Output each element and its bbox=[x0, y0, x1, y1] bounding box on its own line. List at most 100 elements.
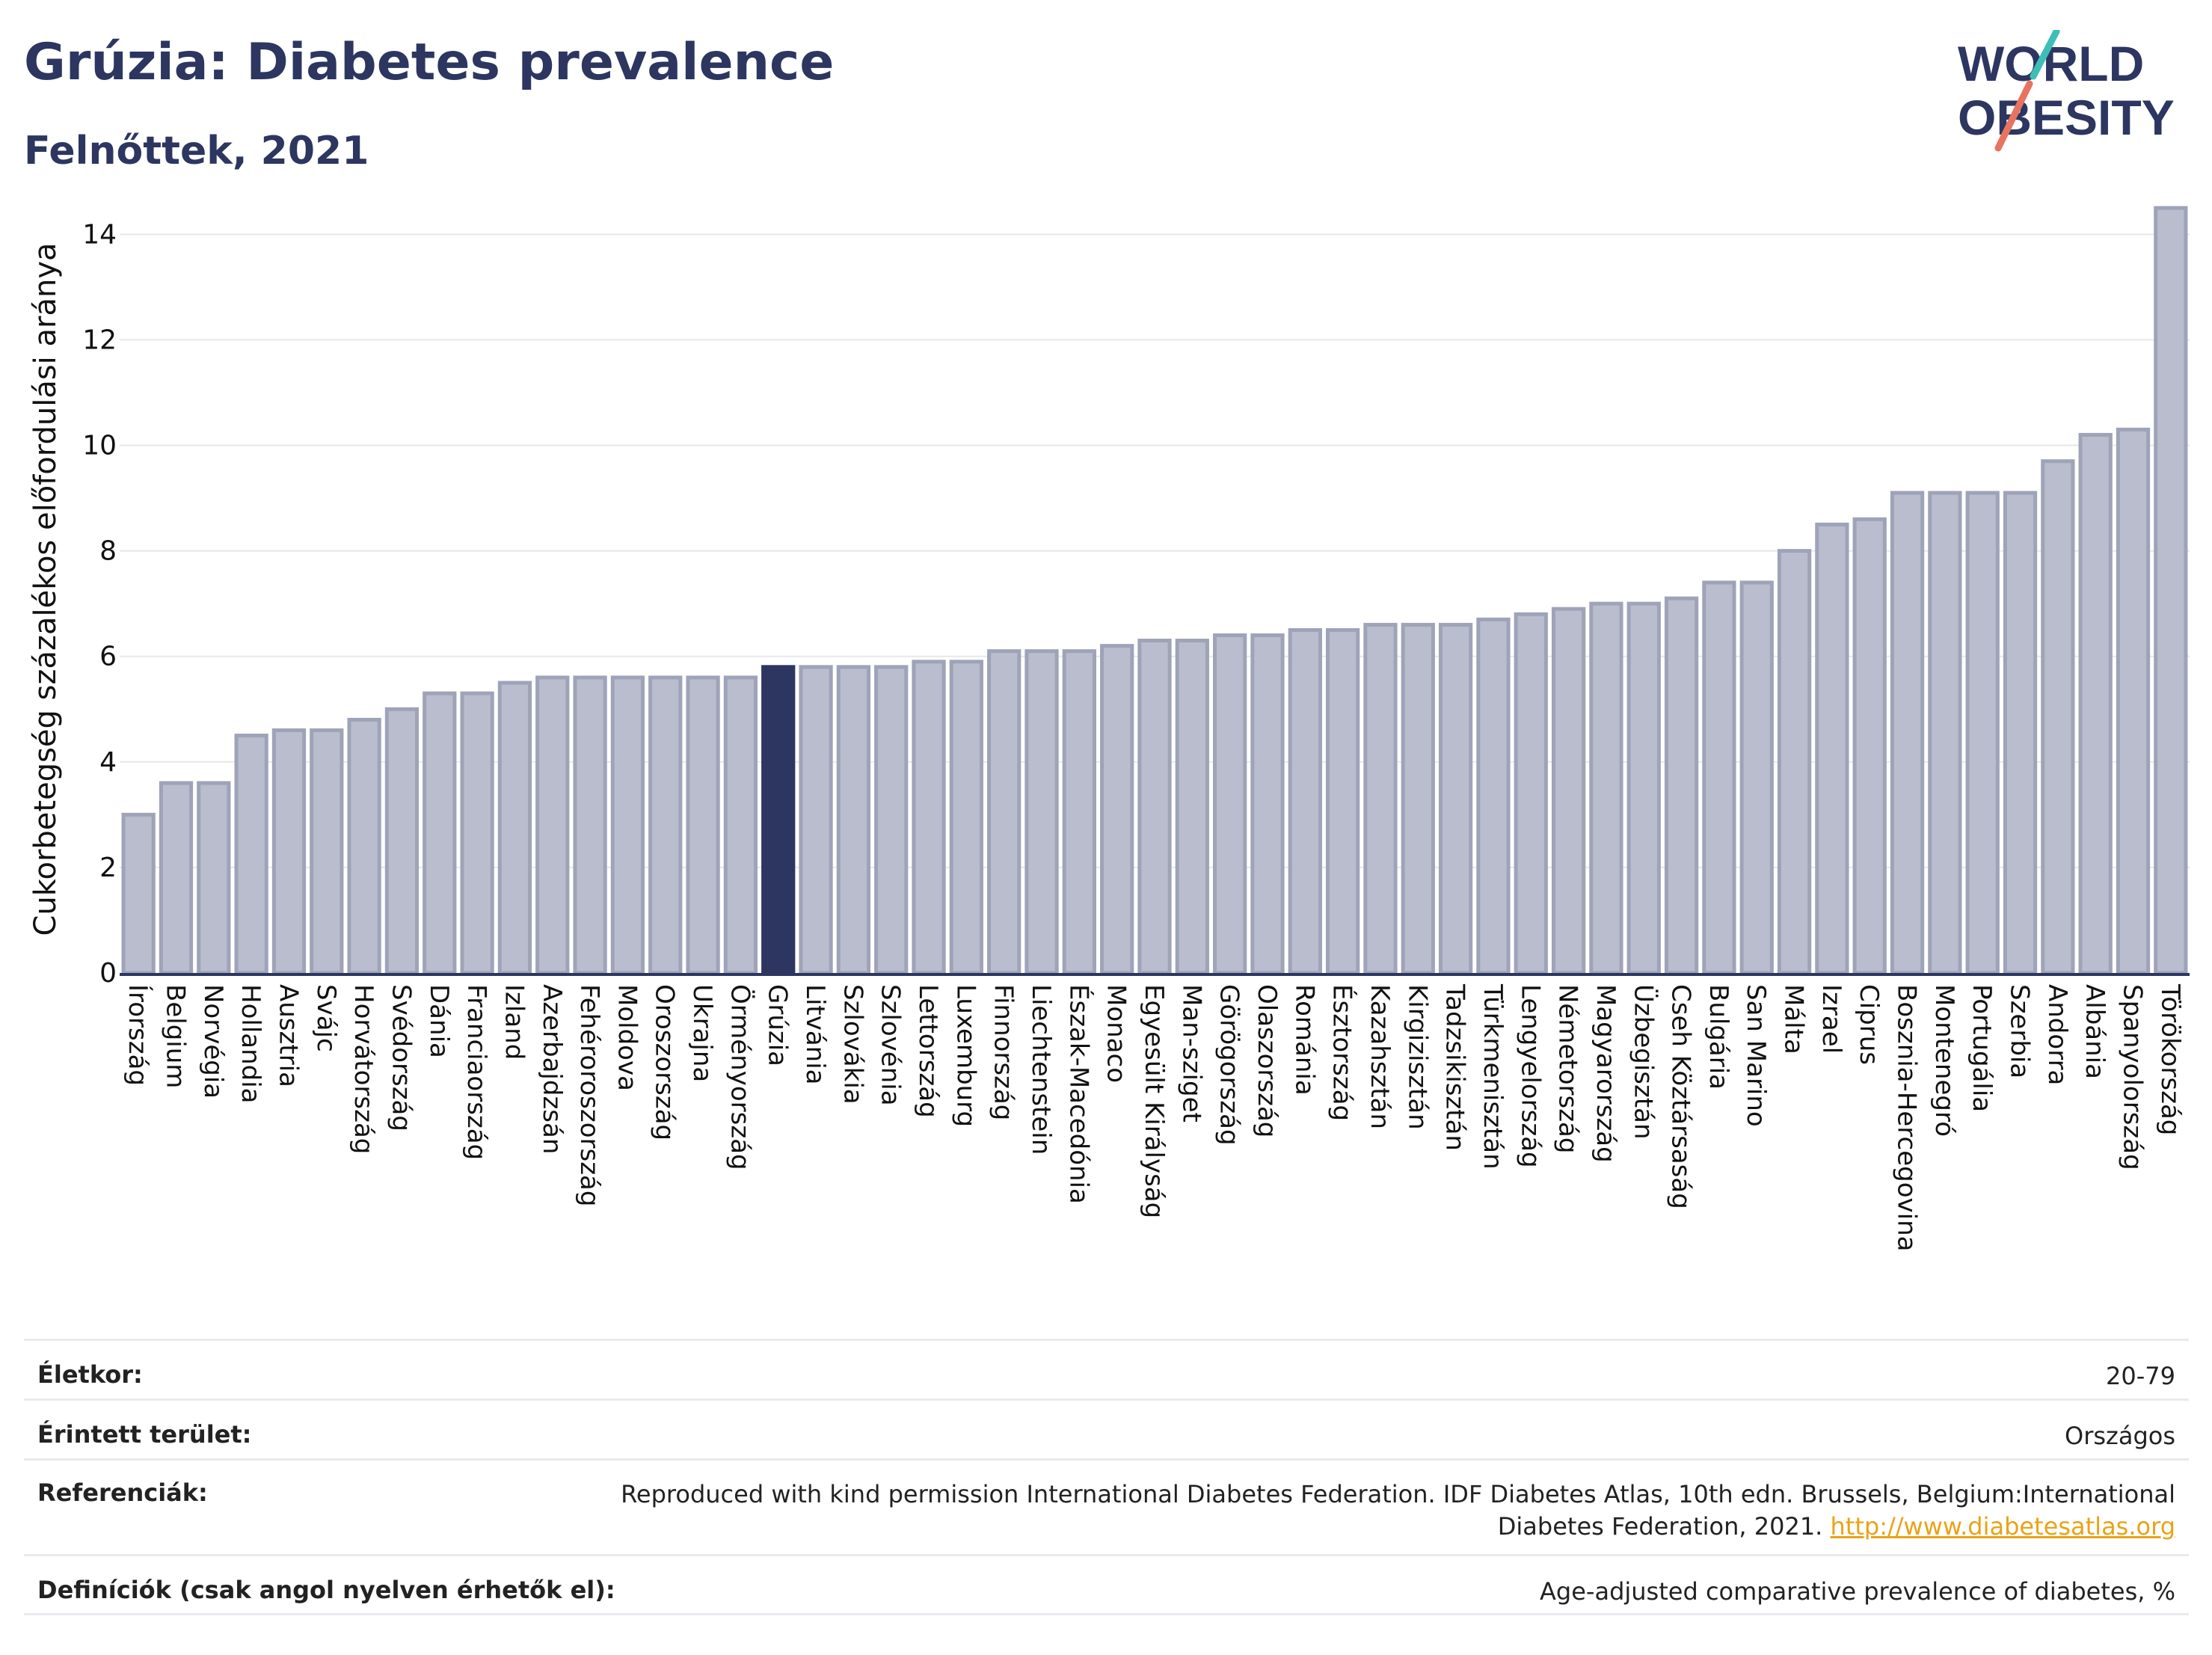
x-tick-label: San Marino bbox=[1741, 984, 1771, 1127]
bar bbox=[1100, 644, 1134, 975]
bar bbox=[1438, 622, 1473, 975]
x-tick-label: Bosznia-Hercegovina bbox=[1892, 984, 1922, 1251]
x-tick-label: Lengyelország bbox=[1515, 984, 1545, 1168]
area-value: Országos bbox=[2065, 1422, 2175, 1450]
age-value: 20-79 bbox=[2106, 1362, 2175, 1390]
age-label: Életkor: bbox=[37, 1360, 143, 1389]
bar bbox=[1815, 522, 1849, 975]
axes: 0 2 4 6 8 10 12 14 Írország Belgium Norvégia Hollan… bbox=[82, 219, 2190, 1251]
bar bbox=[1626, 601, 1661, 975]
bar bbox=[347, 717, 381, 975]
bar bbox=[1137, 639, 1172, 975]
x-tick-label: Montenegró bbox=[1929, 984, 1959, 1137]
x-tick-label: Szlovénia bbox=[876, 984, 906, 1106]
x-tick-label: Svájc bbox=[311, 984, 341, 1052]
bar bbox=[310, 728, 344, 975]
x-tick-label: Ciprus bbox=[1854, 984, 1884, 1065]
bar bbox=[2116, 427, 2151, 975]
bar bbox=[234, 734, 268, 975]
bar bbox=[271, 728, 307, 975]
x-tick-label: Franciaország bbox=[461, 984, 491, 1160]
bar bbox=[535, 675, 570, 975]
bar bbox=[1928, 491, 1962, 975]
x-tick-label: Kazahsztán bbox=[1365, 984, 1395, 1129]
x-tick-label: Kirgizisztán bbox=[1402, 984, 1432, 1130]
area-label: Érintett terület: bbox=[37, 1420, 252, 1449]
x-tick-label: Horvátország bbox=[348, 984, 378, 1154]
bar bbox=[799, 665, 833, 975]
y-tick-label: 6 bbox=[99, 642, 117, 672]
bar bbox=[1890, 491, 1925, 975]
definitions-value: Age-adjusted comparative prevalence of d… bbox=[1540, 1577, 2175, 1606]
x-tick-label: Egyesült Királyság bbox=[1139, 984, 1169, 1218]
bar bbox=[987, 649, 1021, 975]
x-tick-label: Görögország bbox=[1214, 984, 1244, 1146]
x-tick-label: Lettország bbox=[913, 984, 943, 1118]
bar bbox=[723, 675, 758, 975]
x-tick-label: Finnország bbox=[989, 984, 1019, 1120]
bars bbox=[121, 206, 2188, 975]
x-tick-label: Magyarország bbox=[1591, 984, 1620, 1163]
bar bbox=[1476, 617, 1511, 975]
x-tick-label: Azerbajdzsán bbox=[537, 984, 567, 1154]
y-tick-label: 14 bbox=[82, 219, 117, 250]
bar bbox=[1589, 601, 1623, 975]
references-label: Referenciák: bbox=[37, 1479, 208, 1507]
y-tick-label: 12 bbox=[82, 325, 117, 355]
x-tick-label: Cseh Köztársaság bbox=[1666, 984, 1696, 1209]
bar bbox=[423, 691, 457, 975]
logo-slash-coral bbox=[1994, 80, 2033, 152]
x-tick-label: Hollandia bbox=[236, 984, 265, 1104]
page-subtitle: Felnőttek, 2021 bbox=[24, 129, 369, 174]
x-tick-label: Örményország bbox=[725, 984, 755, 1170]
x-tick-label: Írország bbox=[123, 984, 153, 1086]
bar bbox=[1401, 622, 1435, 975]
x-tick-label: Törökország bbox=[2155, 983, 2185, 1135]
x-tick-label: Belgium bbox=[160, 984, 190, 1088]
references-text-line2: Diabetes Federation, 2021. bbox=[1497, 1512, 1831, 1541]
bar bbox=[2003, 491, 2038, 975]
bar bbox=[1664, 596, 1699, 975]
bar bbox=[949, 660, 983, 975]
bar bbox=[121, 812, 156, 975]
x-tick-label: Tadzsikisztán bbox=[1440, 983, 1470, 1151]
x-tick-label: Ukrajna bbox=[687, 984, 717, 1082]
x-tick-label: Ausztria bbox=[273, 984, 303, 1087]
x-tick-label: Grúzia bbox=[763, 984, 793, 1066]
bar bbox=[460, 691, 494, 975]
bar bbox=[2078, 432, 2113, 975]
x-tick-label: Üzbegisztán bbox=[1628, 984, 1659, 1140]
logo-slash-teal bbox=[2030, 30, 2060, 80]
x-tick-label: Andorra bbox=[2042, 984, 2072, 1085]
x-tick-label: Luxemburg bbox=[950, 984, 980, 1127]
x-tick-label: Észtország bbox=[1327, 984, 1358, 1121]
bar bbox=[686, 675, 720, 975]
logo-line2: OBESITY bbox=[1958, 90, 2175, 145]
definitions-label: Definíciók (csak angol nyelven érhetők e… bbox=[37, 1576, 615, 1604]
bar bbox=[573, 675, 607, 975]
x-tick-label: Moldova bbox=[612, 984, 642, 1091]
bar bbox=[1702, 580, 1736, 975]
x-tick-label: Málta bbox=[1779, 984, 1809, 1054]
info-row-age: Életkor: 20-79 bbox=[24, 1339, 2189, 1398]
x-tick-label: Izland bbox=[499, 984, 529, 1060]
bar bbox=[761, 665, 796, 975]
x-tick-label: Bulgária bbox=[1703, 984, 1733, 1090]
bar-chart: 0 2 4 6 8 10 12 14 Írország Belgium Norvégia Hollan… bbox=[28, 206, 2190, 1251]
references-text-line1: Reproduced with kind permission Internat… bbox=[621, 1480, 2175, 1508]
bar bbox=[1062, 649, 1096, 975]
bar bbox=[1965, 491, 2000, 975]
bar bbox=[1024, 649, 1059, 975]
bar bbox=[1551, 607, 1586, 975]
x-tick-label: Svédország bbox=[386, 984, 416, 1132]
x-tick-label: Izrael bbox=[1816, 984, 1846, 1054]
x-tick-label: Norvégia bbox=[198, 984, 228, 1099]
bar bbox=[2154, 206, 2188, 975]
bar bbox=[197, 781, 231, 975]
bar bbox=[384, 707, 420, 975]
bar bbox=[1777, 549, 1812, 975]
world-obesity-logo: WORLD OBESITY bbox=[1958, 30, 2175, 152]
y-tick-label: 2 bbox=[99, 853, 117, 883]
diabetes-atlas-link[interactable]: http://www.diabetesatlas.org bbox=[1830, 1512, 2175, 1541]
bar bbox=[1852, 517, 1887, 975]
